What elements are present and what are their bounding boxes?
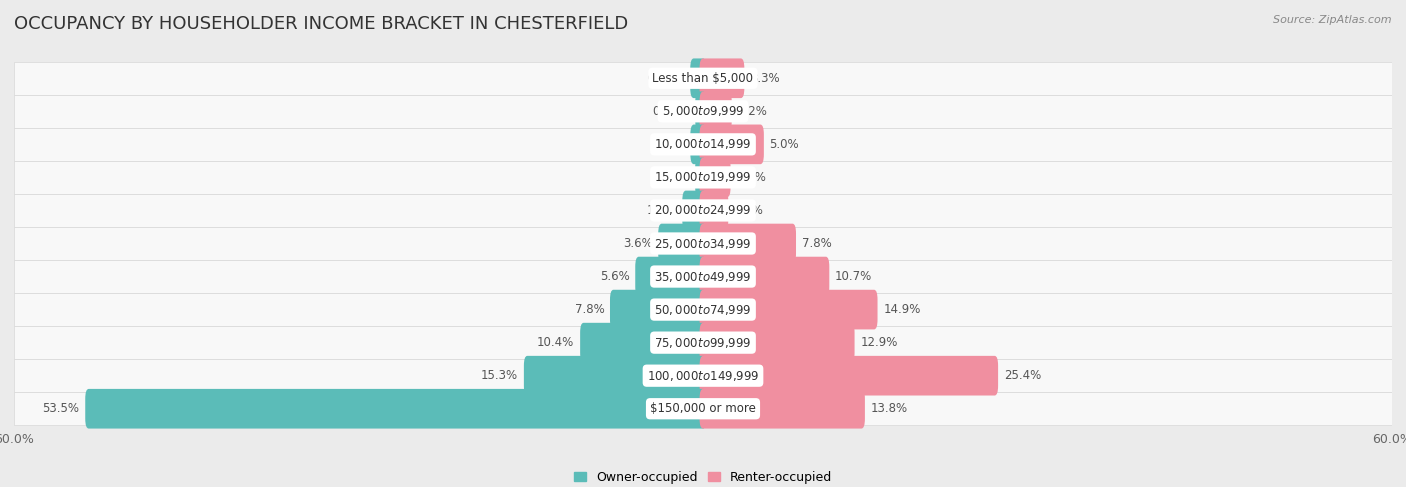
FancyBboxPatch shape — [14, 194, 1392, 227]
Text: Less than $5,000: Less than $5,000 — [652, 72, 754, 85]
FancyBboxPatch shape — [690, 58, 706, 98]
Legend: Owner-occupied, Renter-occupied: Owner-occupied, Renter-occupied — [568, 466, 838, 487]
Text: 13.8%: 13.8% — [870, 402, 908, 415]
Text: 0.81%: 0.81% — [647, 72, 685, 85]
FancyBboxPatch shape — [695, 158, 706, 197]
Text: 15.3%: 15.3% — [481, 369, 519, 382]
Text: 7.8%: 7.8% — [575, 303, 605, 316]
FancyBboxPatch shape — [14, 227, 1392, 260]
Text: $35,000 to $49,999: $35,000 to $49,999 — [654, 269, 752, 283]
FancyBboxPatch shape — [700, 58, 744, 98]
Text: $15,000 to $19,999: $15,000 to $19,999 — [654, 170, 752, 185]
Text: 1.9%: 1.9% — [734, 204, 763, 217]
Text: OCCUPANCY BY HOUSEHOLDER INCOME BRACKET IN CHESTERFIELD: OCCUPANCY BY HOUSEHOLDER INCOME BRACKET … — [14, 15, 628, 33]
Text: $5,000 to $9,999: $5,000 to $9,999 — [662, 104, 744, 118]
Text: 2.1%: 2.1% — [737, 171, 766, 184]
FancyBboxPatch shape — [610, 290, 706, 329]
Text: $50,000 to $74,999: $50,000 to $74,999 — [654, 302, 752, 317]
FancyBboxPatch shape — [700, 257, 830, 297]
FancyBboxPatch shape — [690, 125, 706, 164]
FancyBboxPatch shape — [700, 224, 796, 263]
Text: $75,000 to $99,999: $75,000 to $99,999 — [654, 336, 752, 350]
Text: 0.38%: 0.38% — [652, 171, 689, 184]
Text: 5.0%: 5.0% — [769, 138, 799, 151]
Text: 10.4%: 10.4% — [537, 336, 575, 349]
Text: 3.6%: 3.6% — [623, 237, 652, 250]
FancyBboxPatch shape — [700, 190, 728, 230]
Text: 0.37%: 0.37% — [652, 105, 689, 118]
Text: 14.9%: 14.9% — [883, 303, 921, 316]
Text: 7.8%: 7.8% — [801, 237, 831, 250]
FancyBboxPatch shape — [14, 326, 1392, 359]
Text: $25,000 to $34,999: $25,000 to $34,999 — [654, 237, 752, 250]
FancyBboxPatch shape — [636, 257, 706, 297]
FancyBboxPatch shape — [700, 290, 877, 329]
Text: Source: ZipAtlas.com: Source: ZipAtlas.com — [1274, 15, 1392, 25]
Text: 3.3%: 3.3% — [749, 72, 780, 85]
FancyBboxPatch shape — [700, 323, 855, 362]
Text: $10,000 to $14,999: $10,000 to $14,999 — [654, 137, 752, 151]
Text: 5.6%: 5.6% — [600, 270, 630, 283]
FancyBboxPatch shape — [700, 389, 865, 429]
Text: 2.2%: 2.2% — [738, 105, 768, 118]
FancyBboxPatch shape — [700, 158, 731, 197]
Text: 0.8%: 0.8% — [655, 138, 685, 151]
FancyBboxPatch shape — [658, 224, 706, 263]
FancyBboxPatch shape — [86, 389, 706, 429]
FancyBboxPatch shape — [14, 392, 1392, 425]
FancyBboxPatch shape — [581, 323, 706, 362]
FancyBboxPatch shape — [14, 260, 1392, 293]
FancyBboxPatch shape — [14, 293, 1392, 326]
Text: 25.4%: 25.4% — [1004, 369, 1040, 382]
FancyBboxPatch shape — [682, 190, 706, 230]
FancyBboxPatch shape — [700, 356, 998, 395]
FancyBboxPatch shape — [14, 95, 1392, 128]
Text: 10.7%: 10.7% — [835, 270, 872, 283]
Text: 1.5%: 1.5% — [647, 204, 676, 217]
Text: 53.5%: 53.5% — [42, 402, 80, 415]
FancyBboxPatch shape — [696, 92, 706, 131]
FancyBboxPatch shape — [14, 161, 1392, 194]
FancyBboxPatch shape — [524, 356, 706, 395]
FancyBboxPatch shape — [14, 359, 1392, 392]
FancyBboxPatch shape — [14, 62, 1392, 95]
FancyBboxPatch shape — [700, 125, 763, 164]
FancyBboxPatch shape — [700, 92, 731, 131]
Text: $20,000 to $24,999: $20,000 to $24,999 — [654, 204, 752, 218]
Text: 12.9%: 12.9% — [860, 336, 897, 349]
Text: $100,000 to $149,999: $100,000 to $149,999 — [647, 369, 759, 383]
FancyBboxPatch shape — [14, 128, 1392, 161]
Text: $150,000 or more: $150,000 or more — [650, 402, 756, 415]
